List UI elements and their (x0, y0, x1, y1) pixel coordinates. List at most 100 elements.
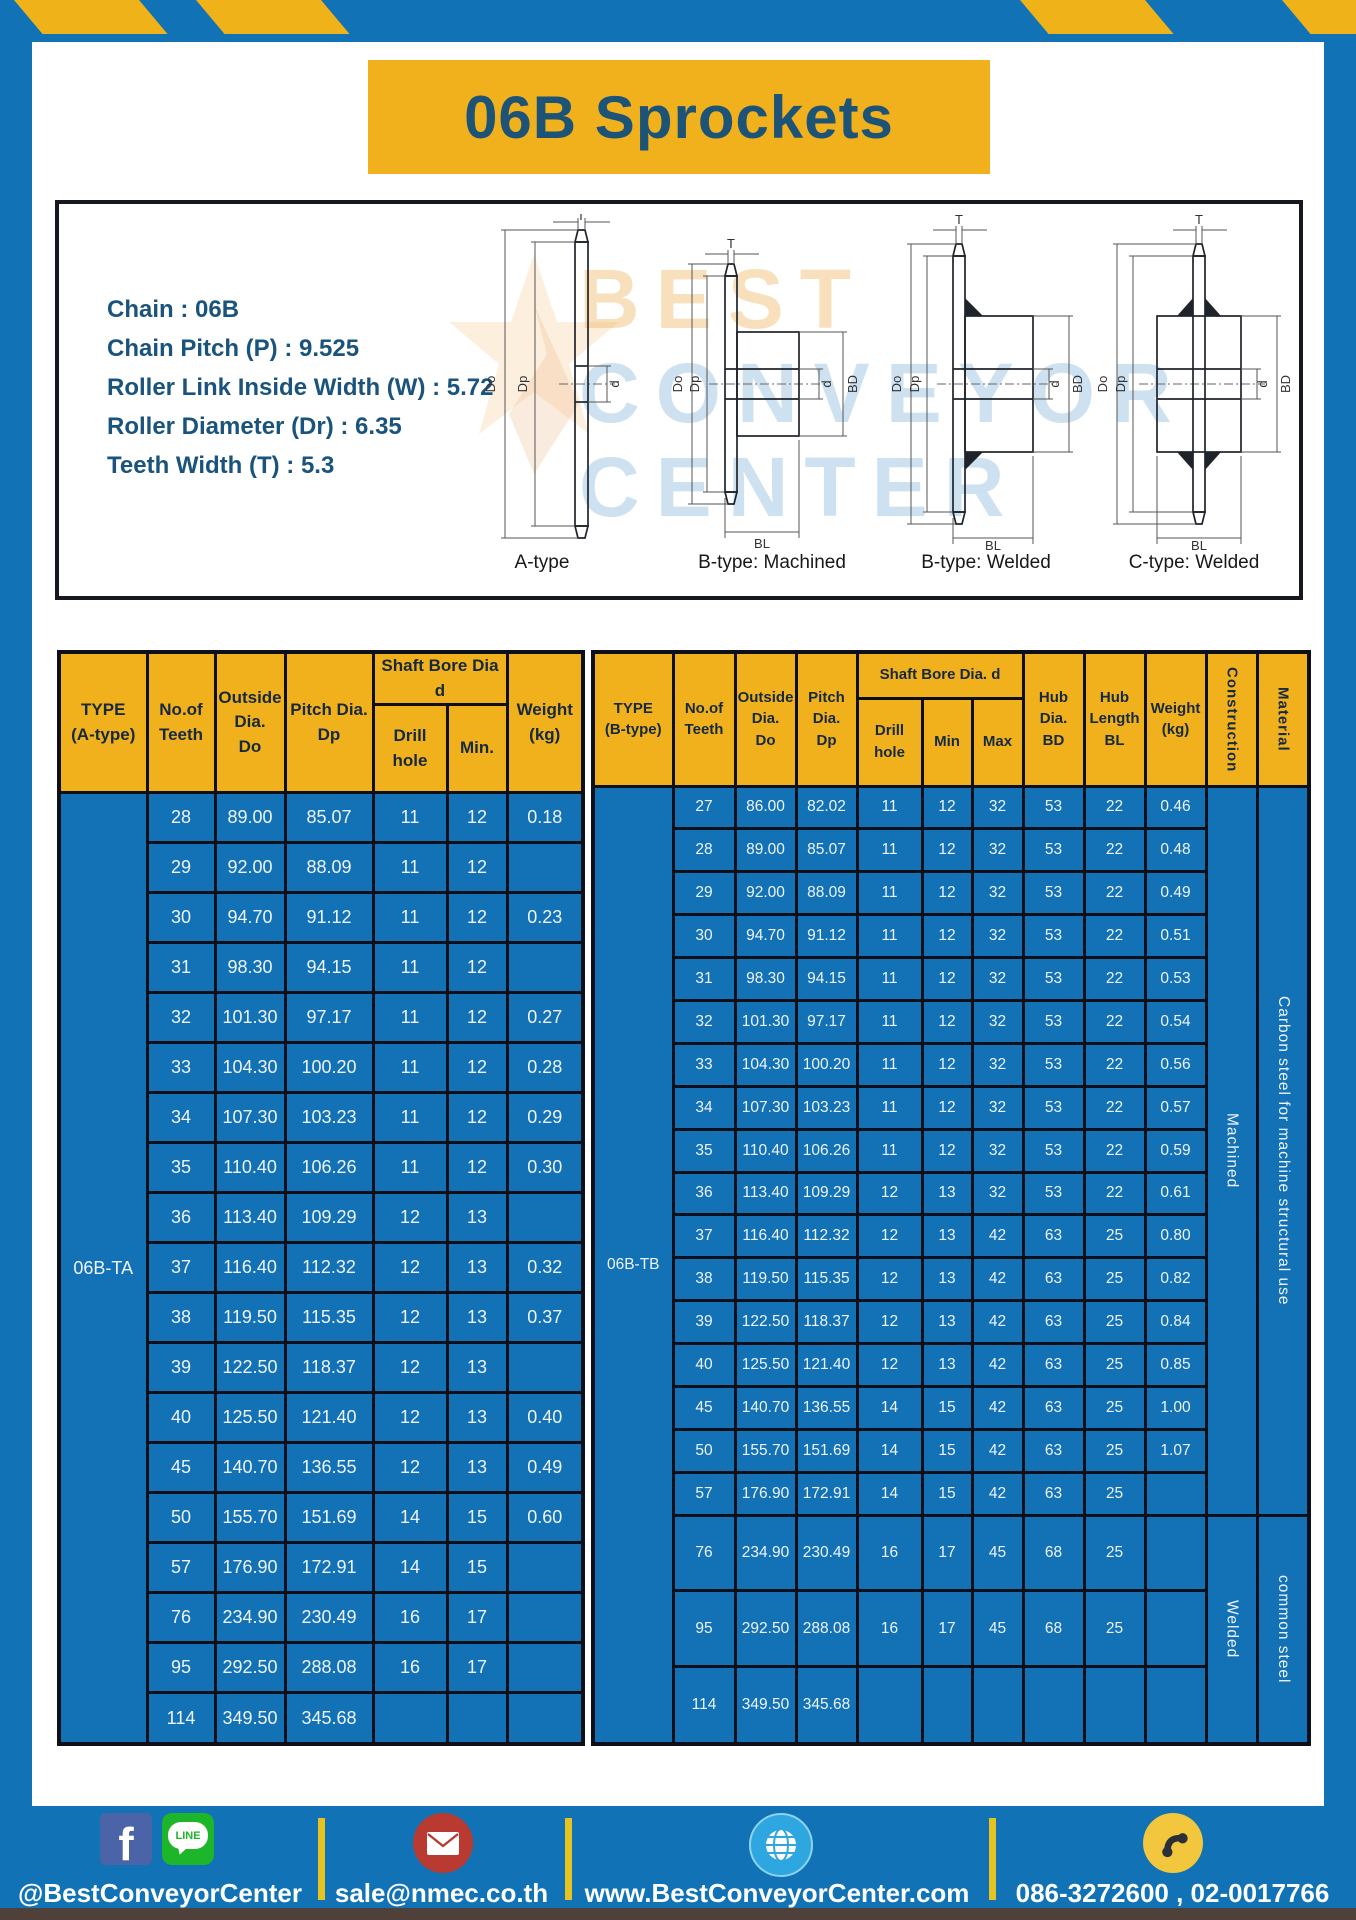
top-hazard-band (0, 0, 1356, 42)
data-cell: 88.09 (794, 870, 859, 917)
data-cell: 292.50 (213, 1641, 287, 1695)
data-cell: 345.68 (283, 1691, 375, 1746)
material-cell: common steel (1255, 1513, 1311, 1746)
data-cell: 32 (970, 1170, 1025, 1217)
col-header-outside-dia: Outside Dia. Do (733, 650, 798, 788)
data-cell: 11 (371, 991, 449, 1045)
data-cell: 34 (145, 1091, 217, 1145)
dim-dp: Dp (515, 376, 530, 393)
col-header-weight: Weight (kg) (1143, 650, 1208, 788)
watermark-logo (449, 254, 619, 474)
title-banner: 06B Sprockets (368, 60, 990, 174)
data-cell: 15 (920, 1427, 974, 1474)
footer-contact-bar: f LINE @BestConveyorCenter sale@nmec.co.… (0, 1806, 1356, 1908)
dim-dp: Dp (907, 376, 922, 393)
data-cell: 63 (1021, 1427, 1086, 1474)
data-cell: 12 (445, 991, 509, 1045)
col-header-outside-dia: Outside Dia. Do (213, 650, 287, 795)
data-cell: 0.37 (505, 1291, 585, 1345)
data-cell: 32 (970, 1127, 1025, 1174)
page-body: 06B Sprockets BEST CONVEYOR CENTER Chain… (32, 42, 1324, 1806)
data-cell: 63 (1021, 1470, 1086, 1517)
social-handle[interactable]: @BestConveyorCenter (18, 1878, 302, 1908)
globe-icon[interactable] (749, 1813, 813, 1877)
table-row: 35 110.40 106.26 11 12 0.30 (59, 1141, 585, 1195)
table-row: 34 107.30 103.23 11 12 0.29 (59, 1091, 585, 1145)
data-cell: 25 (1082, 1213, 1147, 1260)
col-header-type: TYPE (A-type) (57, 650, 149, 795)
data-cell: 0.48 (1143, 827, 1208, 874)
data-cell: 53 (1021, 1170, 1086, 1217)
spec-line: Chain Pitch (P) : 9.525 (107, 335, 360, 362)
phone-numbers[interactable]: 086-3272600 , 02-0017766 (1015, 1878, 1330, 1908)
data-cell: 94.70 (213, 891, 287, 945)
data-cell (371, 1691, 449, 1746)
data-cell: 25 (1082, 1384, 1147, 1431)
data-cell: 53 (1021, 784, 1086, 831)
data-cell (445, 1691, 509, 1746)
data-cell: 136.55 (283, 1441, 375, 1495)
data-cell: 119.50 (733, 1256, 798, 1303)
dim-do: Do (483, 376, 498, 393)
facebook-icon[interactable]: f (100, 1813, 152, 1867)
data-cell: 13 (920, 1213, 974, 1260)
data-cell: 94.15 (283, 941, 375, 995)
website-url[interactable]: www.BestConveyorCenter.com (584, 1878, 970, 1908)
data-cell: 11 (855, 784, 924, 831)
col-header-pitch-dia: Pitch Dia. Dp (794, 650, 859, 788)
table-row: 30 94.70 91.12 11 12 32 53 22 0.51 (593, 913, 1309, 960)
data-cell: 0.59 (1143, 1127, 1208, 1174)
col-header-weight: Weight (kg) (505, 650, 585, 795)
data-cell: 12 (371, 1441, 449, 1495)
table-b-body: 06B-TB 27 86.00 82.02 11 12 32 53 22 0.46 Machined… (591, 784, 1311, 1746)
data-cell: 12 (920, 784, 974, 831)
data-cell: 22 (1082, 784, 1147, 831)
data-cell: 101.30 (213, 991, 287, 1045)
data-cell: 107.30 (733, 1084, 798, 1131)
table-row: 36 113.40 109.29 12 13 32 53 22 0.61 (593, 1170, 1309, 1217)
dim-d: d (1047, 380, 1062, 387)
col-header-type: TYPE (B-type) (591, 650, 675, 788)
data-cell: 32 (970, 1084, 1025, 1131)
line-icon[interactable]: LINE (162, 1813, 214, 1865)
data-cell: 25 (1082, 1513, 1147, 1593)
material-cell: Carbon steel for machine structural use (1255, 784, 1311, 1517)
data-cell: 12 (445, 841, 509, 895)
table-a-body: 06B-TA 28 89.00 85.07 11 12 0.18 29 92.00 88.09 11… (57, 791, 585, 1746)
email-icon[interactable] (413, 1813, 473, 1873)
col-header-drill-hole: Drill hole (855, 696, 924, 788)
data-cell: 32 (970, 998, 1025, 1045)
data-cell: 172.91 (283, 1541, 375, 1595)
data-cell (855, 1664, 924, 1746)
data-cell (1021, 1664, 1086, 1746)
table-row: 29 92.00 88.09 11 12 (59, 841, 585, 895)
data-cell: 30 (671, 913, 737, 960)
data-cell: 11 (855, 827, 924, 874)
data-cell: 0.84 (1143, 1299, 1208, 1346)
data-cell (505, 1591, 585, 1645)
data-cell: 98.30 (213, 941, 287, 995)
data-cell: 89.00 (213, 791, 287, 845)
data-cell: 13 (445, 1341, 509, 1395)
dim-do: Do (1095, 376, 1110, 393)
data-cell: 0.46 (1143, 784, 1208, 831)
data-cell: 155.70 (733, 1427, 798, 1474)
data-cell: 12 (445, 1091, 509, 1145)
col-header-teeth: No.of Teeth (671, 650, 737, 788)
email-address[interactable]: sale@nmec.co.th (334, 1878, 549, 1908)
data-cell: 12 (371, 1291, 449, 1345)
data-cell: 42 (970, 1299, 1025, 1346)
data-cell: 37 (145, 1241, 217, 1295)
data-cell: 32 (671, 998, 737, 1045)
data-cell: 22 (1082, 870, 1147, 917)
data-cell (1143, 1470, 1208, 1517)
data-cell: 14 (371, 1491, 449, 1545)
data-cell: 106.26 (283, 1141, 375, 1195)
table-row: 38 119.50 115.35 12 13 42 63 25 0.82 (593, 1256, 1309, 1303)
data-cell: 121.40 (794, 1342, 859, 1388)
watermark-text: BEST CONVEYOR CENTER (579, 252, 1188, 534)
data-cell: 121.40 (283, 1391, 375, 1445)
table-row: 76 234.90 230.49 16 17 45 68 25 Welded common ste… (593, 1513, 1311, 1746)
phone-icon[interactable] (1143, 1813, 1203, 1873)
data-cell: 12 (371, 1341, 449, 1395)
